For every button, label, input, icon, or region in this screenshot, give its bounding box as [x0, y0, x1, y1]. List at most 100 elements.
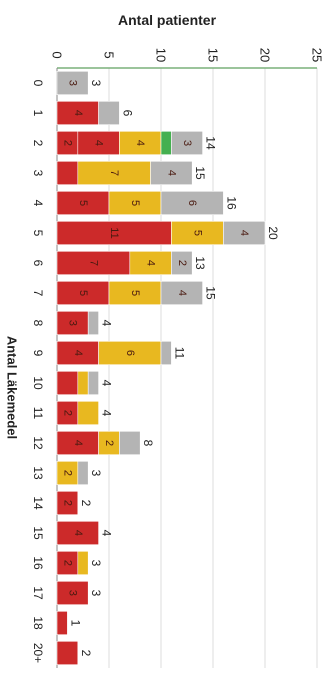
- total-label: 2: [79, 650, 93, 657]
- bar-segment: [56, 490, 79, 515]
- total-label: 14: [204, 136, 218, 150]
- bar-segment: [56, 71, 89, 96]
- total-label: 4: [100, 530, 114, 537]
- segment-label: 4: [176, 290, 188, 296]
- segment-label: 4: [145, 260, 157, 266]
- bar-segment: [87, 370, 99, 395]
- bar-segment: [56, 520, 99, 545]
- total-label: 15: [193, 166, 207, 180]
- category-label: 20+: [31, 643, 45, 663]
- total-label: 3: [89, 590, 103, 597]
- bar-segment: [160, 280, 203, 305]
- category-label: 8: [31, 320, 45, 327]
- category-label: 6: [31, 260, 45, 267]
- category-label: 15: [31, 526, 45, 540]
- segment-label: 5: [77, 290, 89, 296]
- total-label: 2: [79, 500, 93, 507]
- total-label: 15: [204, 286, 218, 300]
- bar-segment: [56, 370, 79, 395]
- segment-label: 2: [61, 140, 73, 146]
- segment-label: 2: [61, 470, 73, 476]
- segment-label: 6: [186, 200, 198, 206]
- bar-segment: [56, 610, 68, 635]
- bar-segment: [77, 550, 89, 575]
- x-tick-label: 25: [310, 48, 325, 62]
- bar-segment: [87, 310, 99, 335]
- category-label: 10: [31, 376, 45, 390]
- total-label: 4: [100, 410, 114, 417]
- segment-label: 5: [77, 200, 89, 206]
- category-label: 0: [31, 80, 45, 87]
- bar-segment: [150, 161, 193, 186]
- x-tick-label: 10: [154, 48, 169, 62]
- total-label: 11: [172, 347, 186, 360]
- category-label: 14: [31, 496, 45, 510]
- segment-label: 4: [238, 230, 250, 236]
- total-label: 4: [100, 380, 114, 387]
- bar-segment: [77, 460, 89, 485]
- total-label: 4: [100, 320, 114, 327]
- category-label: 16: [31, 556, 45, 570]
- category-label: 1: [31, 110, 45, 117]
- category-label: 7: [31, 290, 45, 297]
- segment-label: 4: [72, 110, 84, 116]
- segment-label: 2: [61, 410, 73, 416]
- segment-label: 11: [108, 227, 120, 238]
- bar-segment: [223, 221, 266, 246]
- total-label: 13: [193, 256, 207, 270]
- segment-label: 2: [176, 260, 188, 266]
- segment-label: 3: [181, 140, 193, 146]
- total-label: 3: [89, 560, 103, 567]
- bar-segment: [77, 370, 89, 395]
- total-label: 6: [120, 110, 134, 117]
- segment-label: 5: [129, 290, 141, 296]
- segment-label: 5: [129, 200, 141, 206]
- category-label: 9: [31, 350, 45, 357]
- total-label: 3: [89, 80, 103, 87]
- category-label: 11: [31, 407, 45, 420]
- segment-label: 4: [134, 140, 146, 146]
- segment-label: 4: [72, 530, 84, 536]
- segment-label: 2: [61, 500, 73, 506]
- category-label: 17: [31, 586, 45, 600]
- total-label: 8: [141, 440, 155, 447]
- segment-label: 4: [72, 350, 84, 356]
- segment-label: 2: [61, 560, 73, 566]
- category-label: 3: [31, 170, 45, 177]
- total-label: 3: [89, 470, 103, 477]
- bar-segment: [98, 101, 120, 126]
- bar-segment: [171, 251, 193, 276]
- segment-label: 6: [124, 350, 136, 356]
- bar-segment: [77, 400, 99, 425]
- bar-segment: [160, 191, 224, 216]
- segment-label: 4: [93, 140, 105, 146]
- total-label: 20: [266, 226, 280, 240]
- x-tick-label: 0: [50, 51, 65, 58]
- segment-label: 7: [87, 260, 99, 266]
- category-label: 18: [31, 616, 45, 630]
- category-label: 2: [31, 140, 45, 147]
- segment-label: 3: [67, 80, 79, 86]
- category-label: 5: [31, 230, 45, 237]
- bar-segment: [160, 131, 172, 156]
- bar-segment: [56, 161, 79, 186]
- total-label: 16: [224, 196, 238, 210]
- x-tick-label: 5: [102, 51, 117, 58]
- x-axis-title: Antal patienter: [118, 12, 217, 28]
- x-tick-label: 15: [206, 48, 221, 62]
- x-tick-label: 20: [258, 48, 273, 62]
- category-label: 12: [31, 436, 45, 450]
- segment-label: 3: [67, 320, 79, 326]
- category-label: 13: [31, 466, 45, 480]
- total-label: 1: [68, 620, 82, 627]
- bar-segment: [56, 640, 79, 665]
- segment-label: 4: [72, 440, 84, 446]
- segment-label: 5: [191, 230, 203, 236]
- bar-segment: [171, 131, 203, 156]
- segment-label: 3: [67, 590, 79, 596]
- bar-segment: [56, 580, 89, 605]
- segment-label: 2: [103, 440, 115, 446]
- bar-segment: [160, 340, 172, 365]
- segment-label: 7: [108, 170, 120, 176]
